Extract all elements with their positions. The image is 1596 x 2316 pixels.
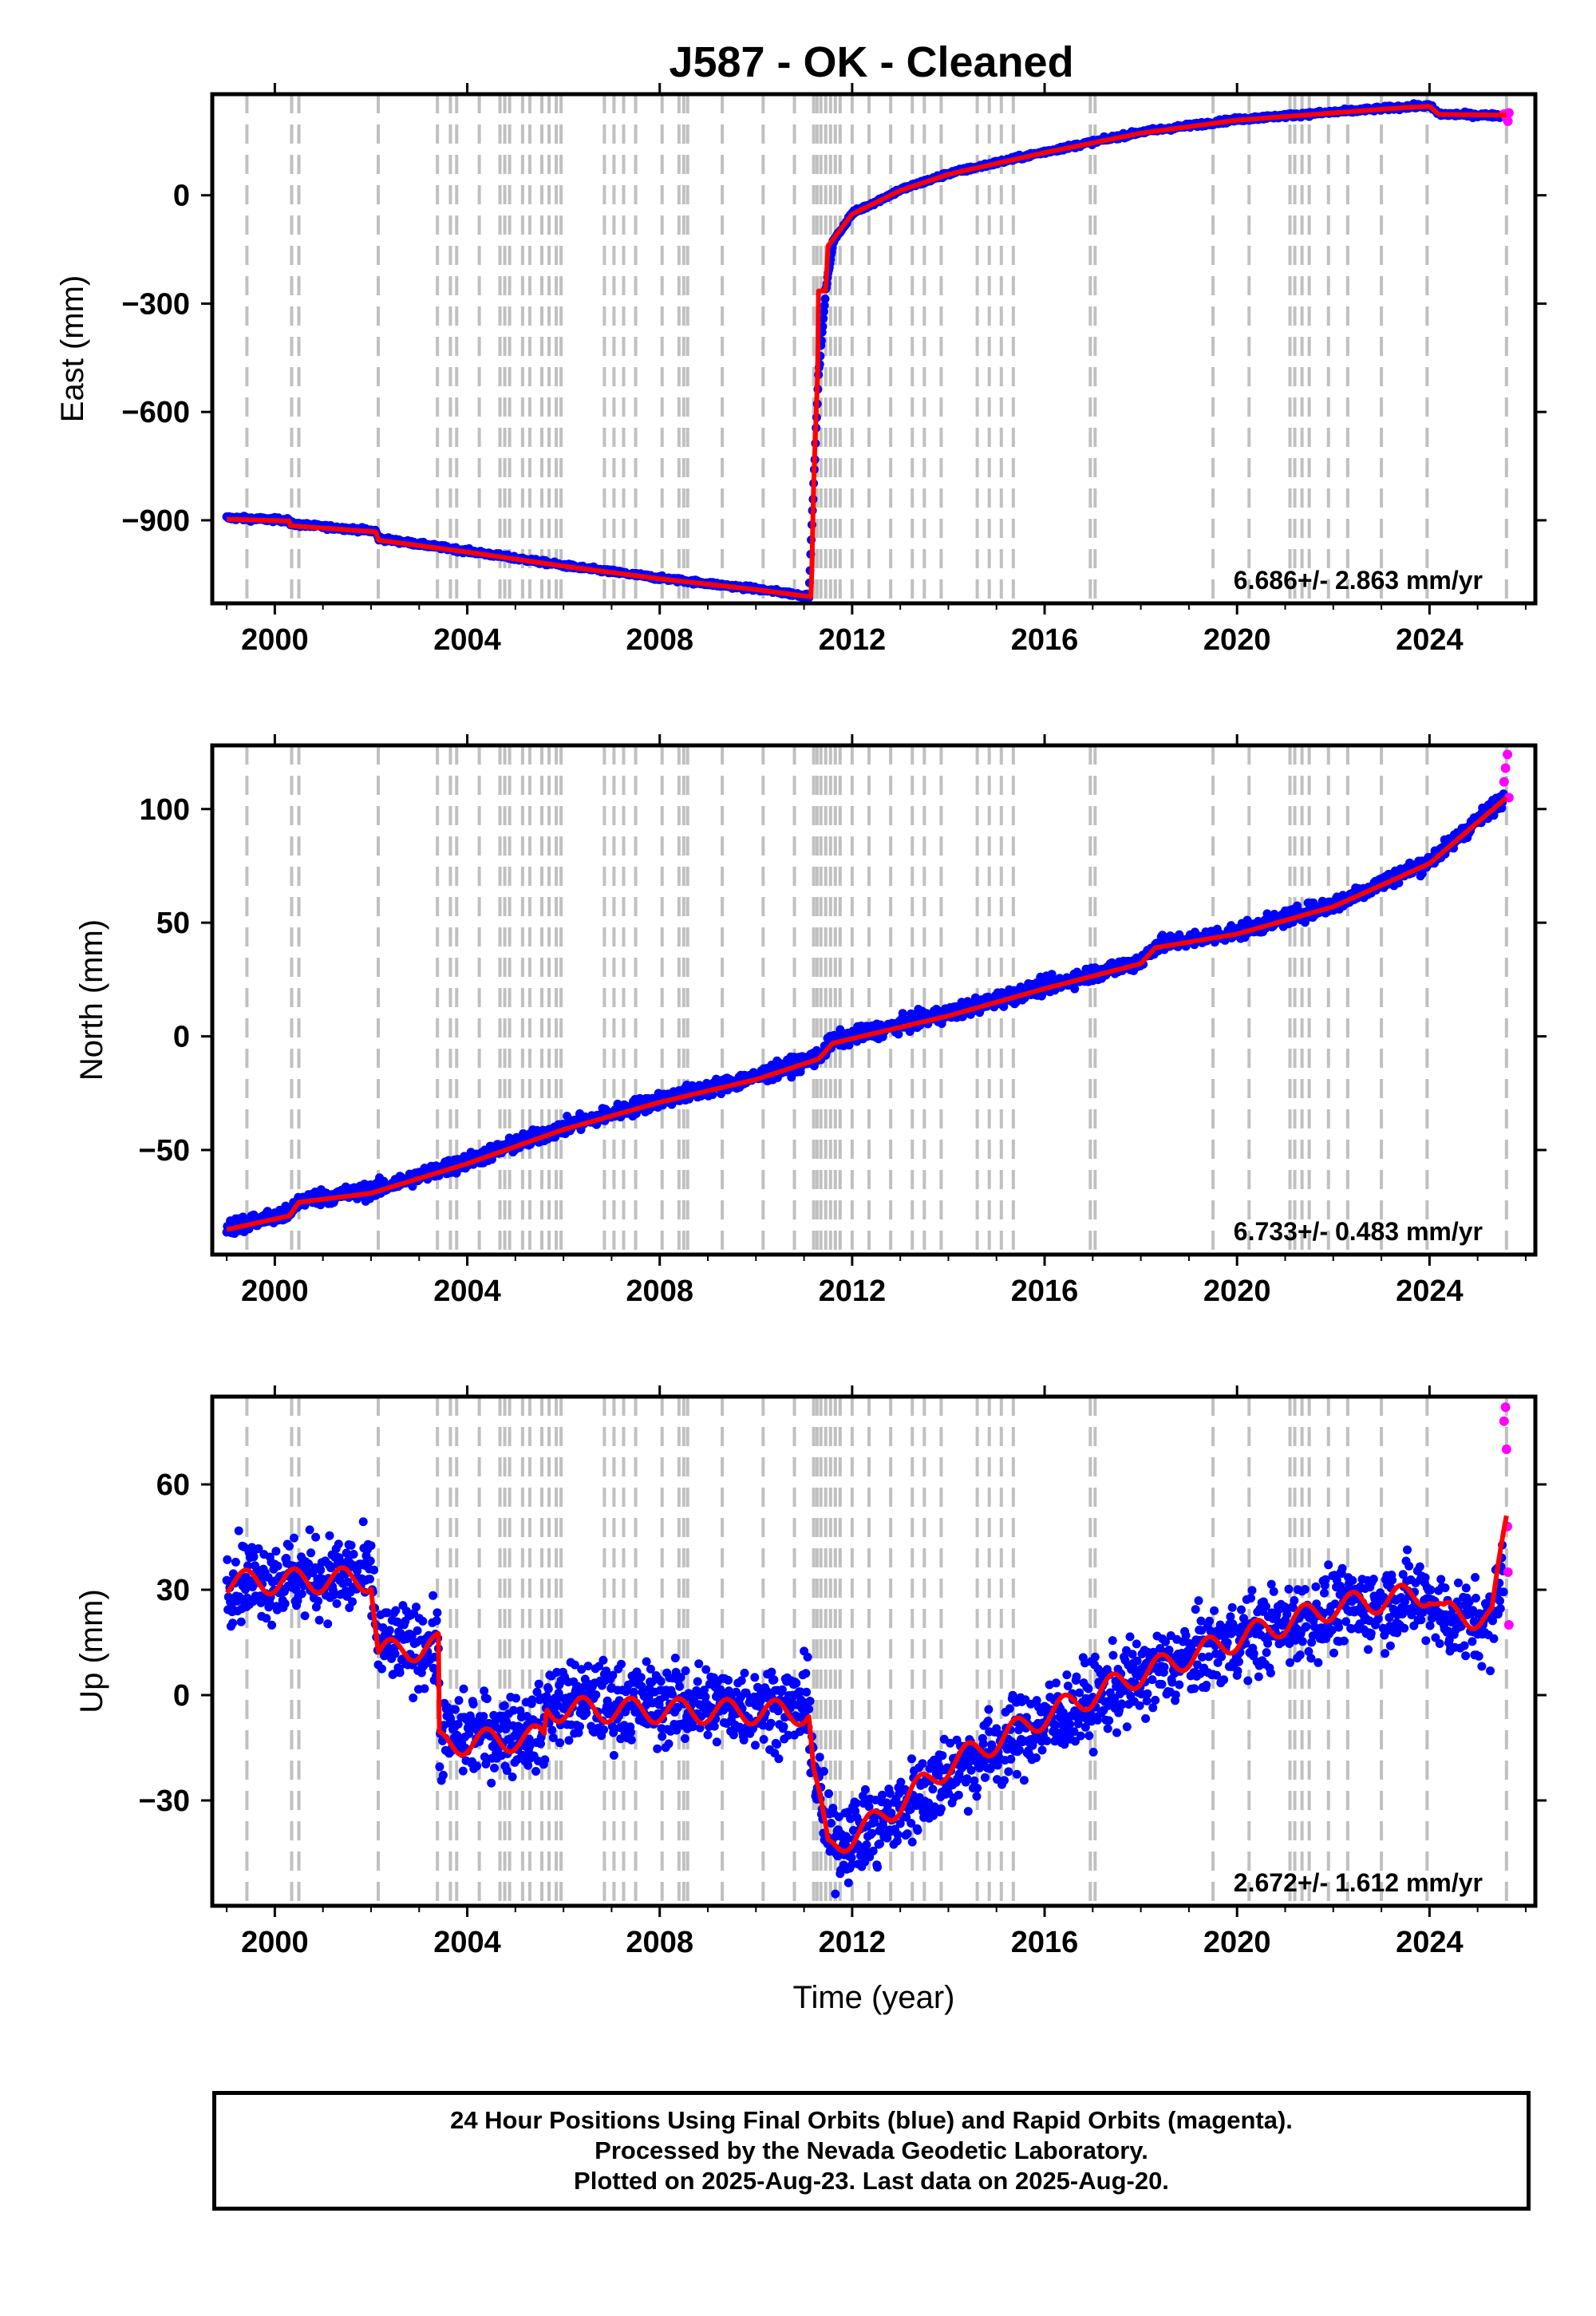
plot-area: [222, 745, 1514, 1255]
footer-line-3: Plotted on 2025-Aug-23. Last data on 202…: [574, 2167, 1169, 2195]
y-axis-label: East (mm): [55, 275, 90, 422]
rapid-orbit-point: [1501, 1445, 1511, 1454]
final-orbit-points: [222, 99, 1508, 603]
rapid-orbit-point: [1503, 749, 1513, 760]
x-axis-label: Time (year): [793, 1980, 955, 2015]
model-line: [224, 1515, 1509, 1854]
plot-area: [222, 1397, 1514, 1906]
y-tick-label: 50: [156, 907, 190, 940]
y-tick-label: 30: [156, 1574, 190, 1607]
rapid-orbit-point: [1500, 1402, 1511, 1413]
rapid-orbit-point: [1503, 1567, 1513, 1577]
x-tick-label: 2012: [819, 1926, 887, 1959]
rate-label: 2.672+/- 1.612 mm/yr: [1234, 1868, 1483, 1897]
rapid-orbit-point: [1500, 763, 1511, 773]
y-axis-label: North (mm): [74, 919, 109, 1081]
y-tick-label: −30: [139, 1784, 190, 1818]
y-tick-label: 60: [156, 1468, 190, 1502]
y-tick-label: −300: [121, 287, 190, 321]
y-tick-label: 0: [173, 180, 190, 213]
x-tick-label: 2004: [433, 1275, 501, 1308]
panels-group: 2000 2004 2008 2012 2016 2020 2024−900−600−300…: [55, 83, 1547, 2015]
panel-3: 2000 2004 2008 2012 2016 2020 2024 −30 0 30 60 Up (…: [74, 1385, 1547, 2015]
y-tick-label: −900: [121, 504, 190, 538]
final-orbit-points: [222, 1517, 1508, 1899]
x-tick-label: 2016: [1011, 1926, 1079, 1959]
chart-title: J587 - OK - Cleaned: [669, 38, 1073, 86]
rapid-orbit-point: [1503, 1620, 1514, 1630]
x-tick-label: 2000: [241, 1275, 309, 1308]
rapid-orbit-point: [1503, 116, 1513, 126]
x-tick-label: 2020: [1203, 1275, 1271, 1308]
x-tick-label: 2000: [241, 623, 309, 657]
model-line: [225, 796, 1508, 1232]
panel-2: 2000 2004 2008 2012 2016 2020 2024 −50 0 50 100 Nor…: [74, 734, 1547, 1308]
plot-frame: [210, 743, 1538, 1257]
x-tick-label: 2024: [1396, 623, 1464, 657]
plot-frame: [210, 1394, 1538, 1908]
y-tick-label: 0: [173, 1021, 190, 1054]
x-tick-label: 2024: [1396, 1275, 1464, 1308]
y-tick-label: −600: [121, 396, 190, 429]
footer-line-2: Processed by the Nevada Geodetic Laborat…: [595, 2136, 1148, 2164]
rate-label: 6.733+/- 0.483 mm/yr: [1234, 1217, 1483, 1246]
y-axis-label: Up (mm): [74, 1589, 109, 1713]
x-tick-label: 2008: [626, 1275, 693, 1308]
y-tick-label: 0: [173, 1679, 190, 1713]
x-tick-label: 2020: [1203, 623, 1271, 657]
plot-frame: [210, 92, 1538, 606]
x-tick-label: 2000: [241, 1926, 309, 1959]
panel-1: 2000 2004 2008 2012 2016 2020 2024 −900 −600 −300…: [55, 83, 1547, 657]
x-tick-label: 2012: [819, 623, 887, 657]
y-tick-label: −50: [139, 1134, 190, 1168]
x-tick-label: 2024: [1396, 1926, 1464, 1959]
y-tick-label: 100: [140, 793, 190, 827]
model-line: [225, 104, 1508, 599]
rapid-orbit-point: [1503, 108, 1514, 118]
rapid-orbit-point: [1499, 777, 1509, 787]
rapid-orbit-point: [1499, 1416, 1509, 1426]
x-tick-label: 2020: [1203, 1926, 1271, 1959]
footer-box: 24 Hour Positions Using Final Orbits (bl…: [212, 2091, 1531, 2211]
x-tick-label: 2016: [1011, 623, 1079, 657]
x-tick-label: 2012: [819, 1275, 887, 1308]
rate-label: 6.686+/- 2.863 mm/yr: [1234, 566, 1483, 595]
footer-line-1: 24 Hour Positions Using Final Orbits (bl…: [450, 2106, 1293, 2134]
plot-area: [222, 94, 1514, 603]
x-tick-label: 2008: [626, 1926, 693, 1959]
x-tick-label: 2016: [1011, 1275, 1079, 1308]
x-tick-label: 2008: [626, 623, 693, 657]
x-tick-label: 2004: [433, 623, 501, 657]
final-orbit-points: [222, 789, 1508, 1239]
x-tick-label: 2004: [433, 1926, 501, 1959]
